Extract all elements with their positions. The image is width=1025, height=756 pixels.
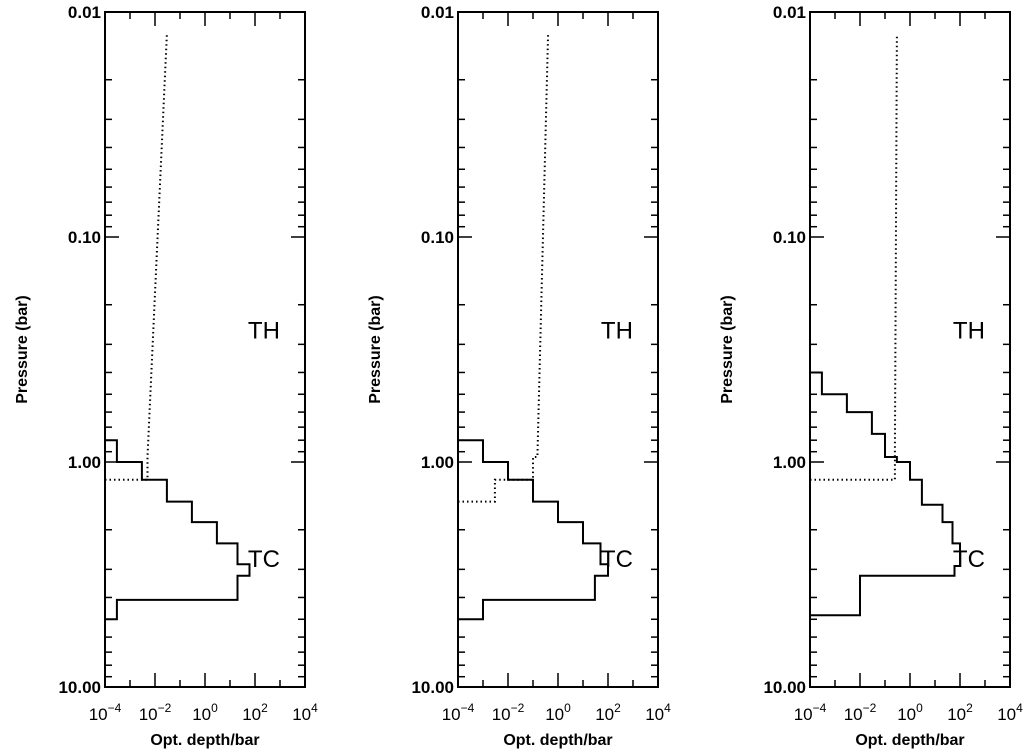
y-tick-label: 0.10 [421, 228, 454, 247]
annotation-th: TH [248, 317, 280, 344]
y-tick-label: 10.00 [411, 678, 454, 697]
dotted-profile-line [458, 33, 550, 503]
plot-frame [809, 11, 1011, 688]
annotation-th: TH [601, 317, 633, 344]
x-tick-label: 10−2 [844, 701, 877, 724]
solid-step-profile [105, 439, 251, 621]
x-axis-label: Opt. depth/bar [503, 732, 612, 749]
solid-step-profile [810, 371, 961, 617]
plot-frame [104, 11, 306, 688]
y-axis-label: Pressure (bar) [719, 295, 736, 404]
annotation-tc: TC [601, 546, 633, 573]
plot-frame [457, 11, 659, 688]
y-tick-label: 1.00 [68, 453, 101, 472]
y-tick-label: 0.01 [68, 3, 101, 22]
y-axis-label: Pressure (bar) [367, 295, 384, 404]
x-tick-label: 10−4 [794, 701, 827, 724]
y-tick-label: 1.00 [421, 453, 454, 472]
panel-2: 0.01 0.10 1.00 10.00 10−4 10−2 100 102 104 Opt. d… [367, 3, 671, 749]
x-axis-label: Opt. depth/bar [150, 732, 259, 749]
x-tick-label: 10−2 [492, 701, 525, 724]
x-tick-label: 100 [897, 701, 923, 724]
annotation-th: TH [953, 317, 985, 344]
panel-1: 0.01 0.10 1.00 10.00 10−4 10−2 100 102 104 Opt. d… [14, 3, 318, 749]
x-tick-label: 10−2 [139, 701, 172, 724]
x-tick-label: 10−4 [89, 701, 122, 724]
y-tick-label: 0.10 [773, 228, 806, 247]
x-tick-label: 102 [595, 701, 621, 724]
x-tick-label: 100 [545, 701, 571, 724]
y-tick-label: 10.00 [763, 678, 806, 697]
x-axis-label: Opt. depth/bar [855, 732, 964, 749]
x-tick-label: 104 [292, 701, 318, 724]
x-tick-label: 10−4 [442, 701, 475, 724]
dotted-profile-line [105, 33, 168, 481]
x-tick-label: 102 [947, 701, 973, 724]
solid-step-profile [458, 439, 609, 621]
y-tick-label: 0.10 [68, 228, 101, 247]
y-tick-label: 10.00 [58, 678, 101, 697]
x-tick-label: 102 [242, 701, 268, 724]
x-tick-label: 104 [997, 701, 1023, 724]
x-tick-label: 104 [645, 701, 671, 724]
y-axis-label: Pressure (bar) [14, 295, 31, 404]
y-tick-label: 1.00 [773, 453, 806, 472]
y-tick-label: 0.01 [773, 3, 806, 22]
annotation-tc: TC [953, 546, 985, 573]
annotation-tc: TC [248, 546, 280, 573]
panel-3: 0.01 0.10 1.00 10.00 10−4 10−2 100 102 104 Opt. d… [719, 3, 1023, 749]
x-tick-label: 100 [192, 701, 218, 724]
y-tick-label: 0.01 [421, 3, 454, 22]
